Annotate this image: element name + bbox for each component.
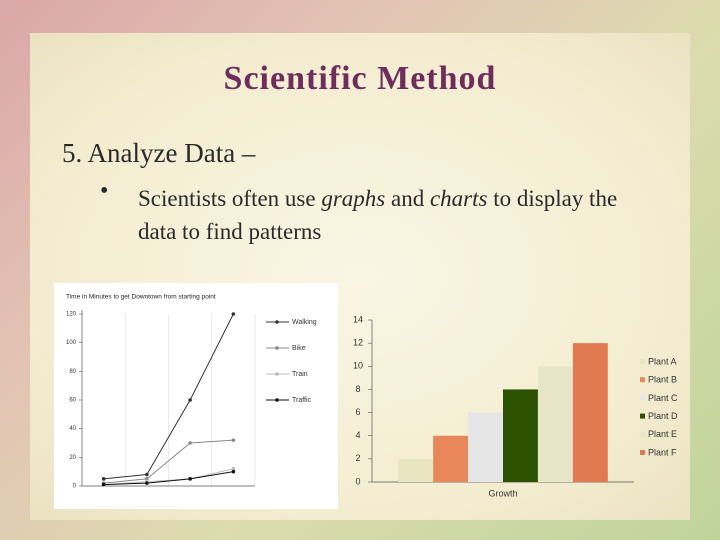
y-tick-label: 20	[69, 455, 76, 461]
legend-label: Train	[292, 371, 308, 378]
data-point	[231, 469, 236, 474]
y-tick-label: 14	[353, 314, 363, 324]
line-series	[103, 439, 234, 484]
x-tick-label: Growth	[488, 488, 517, 498]
y-tick-label: 120	[66, 312, 77, 318]
legend-marker	[275, 320, 279, 324]
data-point	[145, 472, 149, 477]
legend-marker	[275, 372, 279, 376]
legend-swatch	[640, 395, 645, 401]
bar	[537, 366, 573, 482]
bar	[468, 412, 503, 482]
y-tick-label: 6	[355, 407, 360, 417]
legend-label: Walking	[292, 319, 317, 326]
data-point	[145, 477, 149, 481]
data-point	[188, 398, 192, 402]
data-point	[101, 482, 106, 487]
text: to display the data to find patterns	[138, 186, 618, 244]
data-point	[188, 441, 192, 445]
legend-swatch	[640, 450, 645, 455]
data-point	[231, 438, 236, 442]
heading: 5. Analyze Data –	[62, 138, 256, 168]
bar	[572, 343, 608, 482]
bullet-marker: •	[100, 178, 109, 204]
chart-title: Time in Minutes to get Downtown from sta…	[66, 294, 216, 301]
data-point	[101, 477, 106, 481]
bar	[503, 389, 538, 482]
data-point	[231, 312, 236, 316]
bar	[398, 458, 434, 482]
legend-label: Plant A	[648, 356, 677, 366]
legend-label: Bike	[292, 345, 306, 352]
legend-label: Plant B	[648, 375, 677, 385]
legend-swatch	[640, 377, 645, 383]
text: and	[385, 186, 430, 211]
y-tick-label: 60	[69, 398, 76, 404]
emphasis: graphs	[321, 186, 386, 211]
chart-background	[54, 283, 338, 509]
data-point	[188, 477, 192, 481]
y-tick-label: 12	[353, 338, 363, 348]
y-tick-label: 100	[66, 340, 77, 346]
y-tick-label: 10	[353, 361, 363, 371]
legend-label: Traffic	[292, 397, 312, 404]
data-point	[145, 481, 149, 485]
slide-title: Scientific Method	[223, 60, 497, 97]
line-series	[103, 313, 234, 480]
legend-label: Plant D	[648, 411, 678, 421]
bullet-text: Scientists often use graphs and charts t…	[138, 182, 658, 248]
legend-label: Plant E	[648, 429, 677, 439]
y-tick-label: 2	[355, 453, 360, 463]
bar	[433, 435, 469, 482]
y-tick-label: 0	[73, 484, 77, 490]
legend-swatch	[640, 431, 645, 437]
y-tick-label: 8	[355, 384, 360, 394]
emphasis: charts	[429, 186, 488, 211]
data-point	[231, 467, 236, 471]
text: Scientists often use	[138, 186, 322, 211]
line-series	[103, 471, 234, 486]
y-tick-label: 0	[355, 476, 360, 486]
legend-label: Plant F	[648, 447, 677, 457]
legend-label: Plant C	[648, 393, 678, 403]
legend-swatch	[640, 413, 645, 419]
legend-marker	[275, 346, 279, 350]
y-tick-label: 80	[69, 369, 76, 375]
line-series	[103, 468, 234, 486]
legend-swatch	[640, 359, 645, 364]
y-tick-label: 4	[355, 430, 360, 440]
legend-marker	[275, 398, 279, 402]
y-tick-label: 40	[69, 426, 76, 432]
